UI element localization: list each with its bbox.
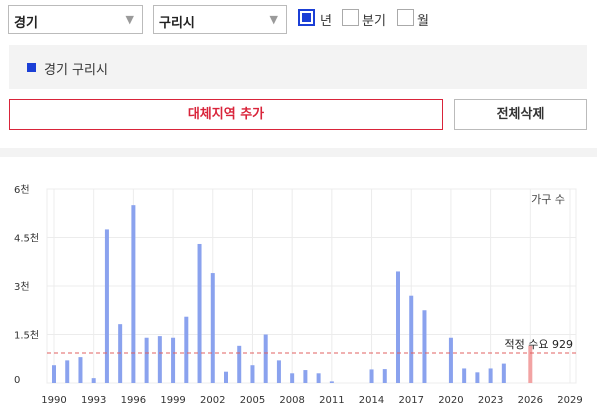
y-tick-label: 4.5천 bbox=[14, 233, 39, 245]
selected-regions-panel: 경기 구리시 bbox=[9, 45, 587, 89]
period-year-checkbox[interactable] bbox=[298, 9, 315, 26]
household-chart: 0 1.5천 3천 4.5천 6천 1990 1993 1996 1999 2002 2005 20… bbox=[14, 184, 583, 406]
bar bbox=[144, 337, 149, 383]
bar bbox=[91, 378, 96, 383]
period-year-label: 년 bbox=[320, 14, 332, 29]
bar bbox=[369, 369, 374, 383]
bar bbox=[329, 381, 334, 383]
x-tick-label: 2023 bbox=[478, 395, 503, 406]
x-tick-label: 1999 bbox=[160, 395, 185, 406]
series-label: 가구 수 bbox=[531, 193, 565, 206]
bar bbox=[316, 373, 321, 383]
province-select[interactable]: 경기 ▼ bbox=[8, 5, 143, 34]
bar bbox=[131, 205, 136, 383]
bar bbox=[224, 371, 228, 383]
bar bbox=[104, 229, 109, 383]
bar bbox=[210, 273, 215, 383]
bar bbox=[276, 360, 281, 383]
y-tick-label: 1.5천 bbox=[14, 330, 39, 342]
bar bbox=[462, 368, 467, 383]
city-select[interactable]: 구리시 ▼ bbox=[153, 5, 287, 34]
y-tick-label: 0 bbox=[14, 375, 20, 386]
chevron-down-icon: ▼ bbox=[125, 13, 134, 26]
add-region-button[interactable]: 대체지역 추가 bbox=[9, 99, 443, 130]
bar bbox=[184, 316, 189, 383]
bar bbox=[488, 368, 493, 383]
x-tick-label: 2026 bbox=[518, 395, 543, 406]
bar bbox=[250, 365, 255, 383]
bar bbox=[409, 295, 414, 383]
bar bbox=[448, 337, 453, 383]
period-quarter-label: 분기 bbox=[362, 14, 386, 29]
x-tick-label: 2005 bbox=[240, 395, 265, 406]
demand-label: 적정 수요 929 bbox=[505, 338, 573, 351]
x-tick-label: 2020 bbox=[438, 395, 463, 406]
bar bbox=[396, 271, 400, 383]
section-divider bbox=[0, 148, 597, 157]
x-tick-label: 2017 bbox=[399, 395, 424, 406]
city-select-value: 구리시 bbox=[159, 16, 195, 31]
bar bbox=[52, 365, 56, 383]
x-tick-label: 1993 bbox=[81, 395, 106, 406]
bar bbox=[78, 357, 83, 383]
bar bbox=[197, 243, 202, 383]
bar bbox=[303, 370, 308, 383]
x-tick-label: 2014 bbox=[359, 395, 384, 406]
region-color-swatch bbox=[27, 63, 36, 72]
bar bbox=[157, 336, 162, 383]
period-month-checkbox[interactable] bbox=[397, 9, 414, 26]
bar bbox=[382, 369, 387, 383]
x-tick-label: 2029 bbox=[557, 395, 582, 406]
forecast-bar bbox=[528, 345, 533, 383]
bar bbox=[171, 337, 176, 383]
bar bbox=[475, 372, 480, 383]
x-tick-label: 1990 bbox=[41, 395, 66, 406]
y-tick-label: 3천 bbox=[14, 281, 30, 293]
x-tick-label: 2002 bbox=[200, 395, 225, 406]
x-tick-label: 2008 bbox=[279, 395, 304, 406]
bar bbox=[65, 360, 70, 383]
bar bbox=[263, 334, 268, 383]
y-tick-label: 6천 bbox=[14, 184, 30, 196]
bar bbox=[422, 310, 427, 383]
x-tick-label: 2011 bbox=[319, 395, 344, 406]
bar bbox=[118, 324, 123, 383]
selected-region-label: 경기 구리시 bbox=[44, 63, 108, 78]
chevron-down-icon: ▼ bbox=[269, 13, 278, 26]
clear-all-button[interactable]: 전체삭제 bbox=[454, 99, 587, 130]
period-month-label: 월 bbox=[417, 14, 429, 29]
province-select-value: 경기 bbox=[14, 16, 38, 31]
x-tick-label: 1996 bbox=[121, 395, 146, 406]
bar bbox=[237, 345, 242, 383]
bar bbox=[501, 363, 506, 383]
bar bbox=[290, 373, 295, 383]
period-quarter-checkbox[interactable] bbox=[342, 9, 359, 26]
